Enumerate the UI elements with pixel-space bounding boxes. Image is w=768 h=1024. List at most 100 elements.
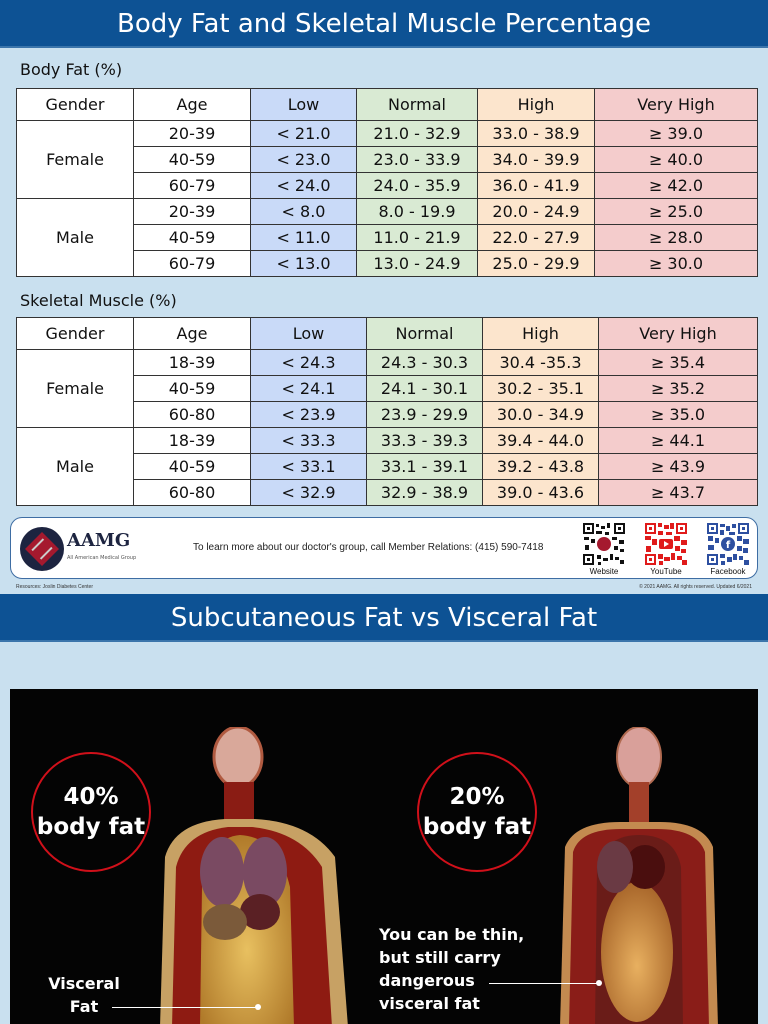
- age-cell: 60-79: [133, 172, 251, 199]
- copyright-note: © 2021 AAMG. All rights reserved. Update…: [639, 584, 752, 590]
- normal-cell: 23.0 - 33.9: [356, 146, 478, 173]
- resources-note: Resources: Joslin Diabetes Center: [16, 584, 93, 590]
- body-fat-table: Gender Age Low Normal High Very High Fem…: [16, 88, 758, 277]
- col-header-high: High: [477, 88, 595, 121]
- very-high-cell: ≥ 35.2: [598, 375, 758, 402]
- high-cell: 30.0 - 34.9: [482, 401, 599, 428]
- table-row: 40-59 < 23.0 23.0 - 33.9 34.0 - 39.9 ≥ 4…: [17, 146, 758, 173]
- section2-title: Subcutaneous Fat vs Visceral Fat: [170, 603, 598, 633]
- low-cell: < 8.0: [250, 198, 357, 225]
- col-header-gender: Gender: [16, 88, 134, 121]
- normal-cell: 11.0 - 21.9: [356, 224, 478, 251]
- logo-text: AAMG: [67, 530, 131, 551]
- age-cell: 18-39: [133, 349, 251, 376]
- normal-cell: 24.0 - 35.9: [356, 172, 478, 199]
- age-cell: 40-59: [133, 146, 251, 173]
- gender-cell: Male: [16, 198, 134, 277]
- website-qr-label: Website: [589, 567, 619, 576]
- very-high-cell: ≥ 25.0: [594, 198, 758, 225]
- normal-cell: 24.1 - 30.1: [366, 375, 483, 402]
- very-high-cell: ≥ 44.1: [598, 427, 758, 454]
- low-cell: < 24.3: [250, 349, 367, 376]
- normal-cell: 33.1 - 39.1: [366, 453, 483, 480]
- high-cell: 33.0 - 38.9: [477, 120, 595, 147]
- gender-cell: Female: [16, 120, 134, 199]
- facebook-qr-icon[interactable]: f: [706, 522, 750, 566]
- high-cell: 34.0 - 39.9: [477, 146, 595, 173]
- low-cell: < 23.0: [250, 146, 357, 173]
- website-qr-icon[interactable]: [582, 522, 626, 566]
- page-title: Body Fat and Skeletal Muscle Percentage: [116, 9, 651, 39]
- col-header-gender: Gender: [16, 317, 134, 350]
- table-row: 60-80 < 32.9 32.9 - 38.9 39.0 - 43.6 ≥ 4…: [17, 479, 758, 506]
- table-row: 60-79 < 24.0 24.0 - 35.9 36.0 - 41.9 ≥ 4…: [17, 172, 758, 199]
- skeletal-muscle-title: Skeletal Muscle (%): [20, 291, 177, 310]
- body-fat-20-pct: 20%: [449, 784, 505, 810]
- very-high-cell: ≥ 39.0: [594, 120, 758, 147]
- low-cell: < 24.1: [250, 375, 367, 402]
- table-header-row: Gender Age Low Normal High Very High: [16, 317, 758, 350]
- table-row: 40-59 < 24.1 24.1 - 30.1 30.2 - 35.1 ≥ 3…: [17, 375, 758, 402]
- normal-cell: 24.3 - 30.3: [366, 349, 483, 376]
- normal-cell: 13.0 - 24.9: [356, 250, 478, 277]
- section2-banner: Subcutaneous Fat vs Visceral Fat: [0, 594, 768, 642]
- age-cell: 60-80: [133, 479, 251, 506]
- very-high-cell: ≥ 35.4: [598, 349, 758, 376]
- low-cell: < 33.1: [250, 453, 367, 480]
- visceral-fat-pointer-line: [112, 1007, 257, 1008]
- low-cell: < 13.0: [250, 250, 357, 277]
- thin-visceral-pointer-dot: [596, 980, 602, 986]
- gender-cell: Female: [16, 349, 134, 428]
- col-header-low: Low: [250, 317, 367, 350]
- very-high-cell: ≥ 35.0: [598, 401, 758, 428]
- age-cell: 60-80: [133, 401, 251, 428]
- body-40-illustration: [160, 727, 348, 1024]
- normal-cell: 32.9 - 38.9: [366, 479, 483, 506]
- body-fat-40-caption: body fat: [36, 814, 146, 840]
- high-cell: 30.2 - 35.1: [482, 375, 599, 402]
- col-header-high: High: [482, 317, 599, 350]
- normal-cell: 23.9 - 29.9: [366, 401, 483, 428]
- anatomy-comparison-image: 40% body fat Visceral Fat 20% body fat Y…: [10, 689, 758, 1024]
- contact-text: To learn more about our doctor's group, …: [193, 542, 544, 553]
- visceral-fat-pointer-dot: [255, 1004, 261, 1010]
- age-cell: 40-59: [133, 375, 251, 402]
- col-header-normal: Normal: [356, 88, 478, 121]
- very-high-cell: ≥ 30.0: [594, 250, 758, 277]
- youtube-qr-icon[interactable]: [644, 522, 688, 566]
- very-high-cell: ≥ 43.9: [598, 453, 758, 480]
- high-cell: 30.4 -35.3: [482, 349, 599, 376]
- thin-visceral-pointer-line: [489, 983, 599, 984]
- body-fat-40-badge: 40% body fat: [31, 752, 151, 872]
- age-cell: 60-79: [133, 250, 251, 277]
- skeletal-muscle-table: Gender Age Low Normal High Very High Fem…: [16, 317, 758, 506]
- col-header-age: Age: [133, 317, 251, 350]
- high-cell: 22.0 - 27.9: [477, 224, 595, 251]
- body-fat-title: Body Fat (%): [20, 60, 123, 79]
- very-high-cell: ≥ 28.0: [594, 224, 758, 251]
- footer-card: AAMG All American Medical Group To learn…: [10, 517, 758, 579]
- table-row: Female 20-39 < 21.0 21.0 - 32.9 33.0 - 3…: [16, 120, 758, 199]
- table-row: Male 20-39 < 8.0 8.0 - 19.9 20.0 - 24.9 …: [16, 198, 758, 277]
- normal-cell: 33.3 - 39.3: [366, 427, 483, 454]
- col-header-normal: Normal: [366, 317, 483, 350]
- thin-visceral-note: You can be thin, but still carry dangero…: [379, 925, 525, 1013]
- table-header-row: Gender Age Low Normal High Very High: [16, 88, 758, 121]
- low-cell: < 33.3: [250, 427, 367, 454]
- low-cell: < 24.0: [250, 172, 357, 199]
- low-cell: < 21.0: [250, 120, 357, 147]
- high-cell: 39.4 - 44.0: [482, 427, 599, 454]
- youtube-qr-label: YouTube: [650, 567, 682, 576]
- low-cell: < 32.9: [250, 479, 367, 506]
- table-row: 40-59 < 11.0 11.0 - 21.9 22.0 - 27.9 ≥ 2…: [17, 224, 758, 251]
- low-cell: < 23.9: [250, 401, 367, 428]
- table-row: Male 18-39 < 33.3 33.3 - 39.3 39.4 - 44.…: [16, 427, 758, 506]
- table-row: Female 18-39 < 24.3 24.3 - 30.3 30.4 -35…: [16, 349, 758, 428]
- svg-text:f: f: [726, 540, 731, 551]
- page-title-banner: Body Fat and Skeletal Muscle Percentage: [0, 0, 768, 48]
- very-high-cell: ≥ 42.0: [594, 172, 758, 199]
- body-fat-20-caption: body fat: [422, 814, 532, 840]
- age-cell: 20-39: [133, 120, 251, 147]
- age-cell: 40-59: [133, 453, 251, 480]
- col-header-very-high: Very High: [594, 88, 758, 121]
